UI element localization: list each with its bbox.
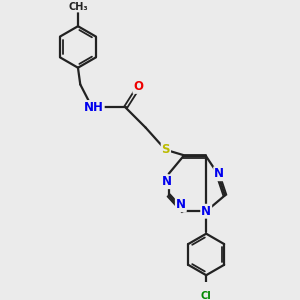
Text: Cl: Cl <box>201 291 212 300</box>
Text: S: S <box>162 143 170 156</box>
Text: N: N <box>176 198 186 211</box>
Text: N: N <box>201 205 211 218</box>
Text: NH: NH <box>84 101 104 114</box>
Text: CH₃: CH₃ <box>68 2 88 12</box>
Text: N: N <box>214 167 224 180</box>
Text: O: O <box>134 80 143 93</box>
Text: N: N <box>162 175 172 188</box>
